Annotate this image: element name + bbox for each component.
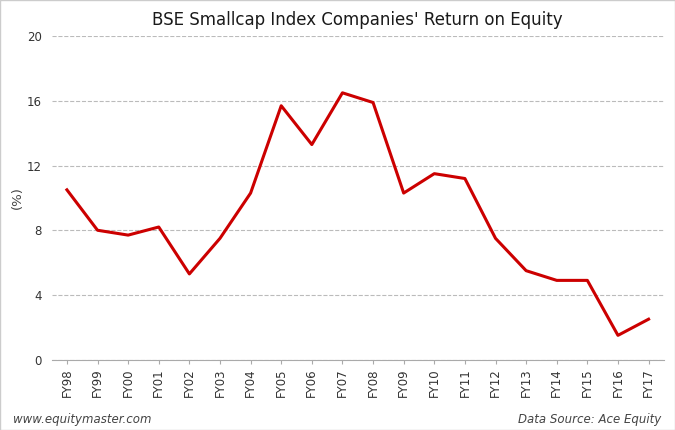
Title: BSE Smallcap Index Companies' Return on Equity: BSE Smallcap Index Companies' Return on … <box>153 11 563 29</box>
Y-axis label: (%): (%) <box>11 187 24 209</box>
Text: Data Source: Ace Equity: Data Source: Ace Equity <box>518 413 662 426</box>
Text: www.equitymaster.com: www.equitymaster.com <box>14 413 152 426</box>
